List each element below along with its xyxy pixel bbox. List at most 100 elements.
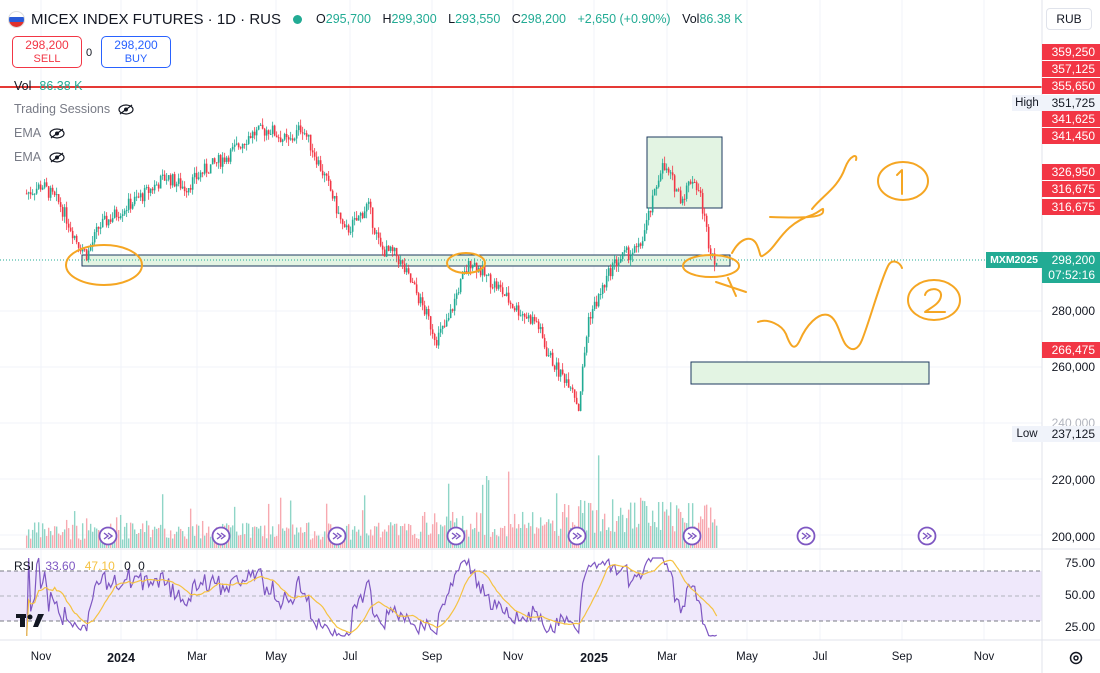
candle-body [479, 267, 482, 276]
ohlc-values: O295,700 H299,300 L293,550 C298,200 +2,6… [316, 12, 743, 26]
candle-body [51, 187, 54, 192]
event-marker-icon[interactable] [567, 526, 587, 546]
candle-body [617, 262, 620, 267]
rsi-pane [0, 557, 1042, 637]
volume-bar [237, 535, 240, 548]
event-marker-icon[interactable] [211, 526, 231, 546]
volume-bar [677, 508, 680, 548]
candle-body [337, 212, 340, 214]
volume-bar [195, 524, 198, 548]
volume-bar [553, 531, 556, 548]
currency-selector[interactable]: RUB [1046, 8, 1092, 30]
tradingview-logo-icon[interactable] [16, 612, 46, 628]
candle-body [125, 210, 128, 212]
sell-button[interactable]: 298,200 SELL [12, 36, 82, 68]
volume-bar [171, 538, 174, 548]
target-zone[interactable] [690, 361, 930, 385]
drawing-digit-1 [896, 169, 903, 195]
candle-body [669, 172, 672, 174]
candle-body [189, 188, 192, 190]
volume-bar [361, 510, 364, 548]
volume-bar [381, 531, 384, 548]
event-marker-icon[interactable] [446, 526, 466, 546]
eye-hidden-icon[interactable] [49, 151, 65, 163]
volume-bar [545, 522, 548, 548]
volume-bar [251, 527, 254, 548]
volume-bar [89, 523, 92, 548]
candle-body [251, 131, 254, 139]
event-marker-icon[interactable] [327, 526, 347, 546]
buy-button[interactable]: 298,200 BUY [101, 36, 171, 68]
candle-body [597, 294, 600, 307]
candle-body [203, 163, 206, 174]
candle-body [471, 266, 474, 269]
event-marker-icon[interactable] [796, 526, 816, 546]
volume-bar [57, 533, 60, 548]
volume-bar [687, 503, 690, 548]
ema-label-2: EMA [14, 150, 42, 164]
volume-legend[interactable]: Vol 86.38 K [14, 79, 82, 93]
volume-bar [131, 523, 134, 548]
candle-body [521, 314, 524, 316]
hand-drawings[interactable] [65, 155, 961, 351]
candle-body [37, 184, 40, 189]
event-marker-icon[interactable] [98, 526, 118, 546]
gear-icon[interactable] [1068, 650, 1084, 666]
rsi-legend[interactable]: RSI 33.60 47.10 0 0 [14, 559, 145, 573]
trading-sessions-legend[interactable]: Trading Sessions [14, 102, 134, 116]
candle-body [297, 125, 300, 131]
symbol-title[interactable]: MICEX INDEX FUTURES · 1D · RUS [31, 10, 282, 28]
candle-body [571, 387, 574, 390]
candle-body [547, 355, 550, 357]
eye-hidden-icon[interactable] [49, 127, 65, 139]
volume-bar [395, 523, 398, 548]
candle-body [305, 133, 308, 137]
drawing-circle-2 [907, 279, 961, 321]
candle-body [665, 168, 668, 171]
time-label: May [265, 651, 287, 663]
volume-bar [475, 512, 478, 548]
ema-legend-1[interactable]: EMA [14, 126, 65, 140]
volume-bar [301, 532, 304, 548]
rsi-level: 50.00 [1064, 588, 1095, 602]
event-marker-icon[interactable] [917, 526, 937, 546]
candle-body [507, 292, 510, 303]
candle-body [239, 147, 242, 149]
volume-bar [709, 507, 712, 548]
volume-bar [529, 526, 532, 548]
candle-body [135, 196, 138, 198]
volume-bar [467, 536, 470, 548]
candle-body [425, 308, 428, 315]
volume-bar [539, 517, 542, 548]
candle-body [115, 209, 118, 218]
volume-bar [701, 519, 704, 548]
event-marker-icon[interactable] [682, 526, 702, 546]
volume-bar [535, 527, 538, 548]
eye-hidden-icon[interactable] [118, 103, 134, 115]
volume-bar [325, 503, 328, 548]
trading-sessions-label: Trading Sessions [14, 102, 111, 116]
volume-bar [275, 535, 278, 548]
candle-body [683, 198, 686, 200]
candle-body [449, 309, 452, 319]
vol-label: Vol [14, 79, 32, 93]
candle-body [321, 170, 324, 176]
candle-body [103, 215, 106, 219]
volume-bar [53, 526, 56, 548]
candle-body [287, 137, 290, 140]
volume-bar [317, 535, 320, 548]
volume-bar [305, 523, 308, 548]
candle-body [631, 252, 634, 256]
volume-bar [267, 503, 270, 548]
candle-body [279, 137, 282, 142]
volume-bar [345, 525, 348, 548]
volume-bar [319, 539, 322, 548]
symbol-header[interactable]: MICEX INDEX FUTURES · 1D · RUS O295,700 … [8, 8, 743, 30]
event-markers[interactable] [98, 526, 937, 546]
volume-bar [373, 526, 376, 548]
candle-body [637, 243, 640, 248]
candle-body [191, 177, 194, 190]
candle-body [497, 284, 500, 289]
ema-legend-2[interactable]: EMA [14, 150, 65, 164]
